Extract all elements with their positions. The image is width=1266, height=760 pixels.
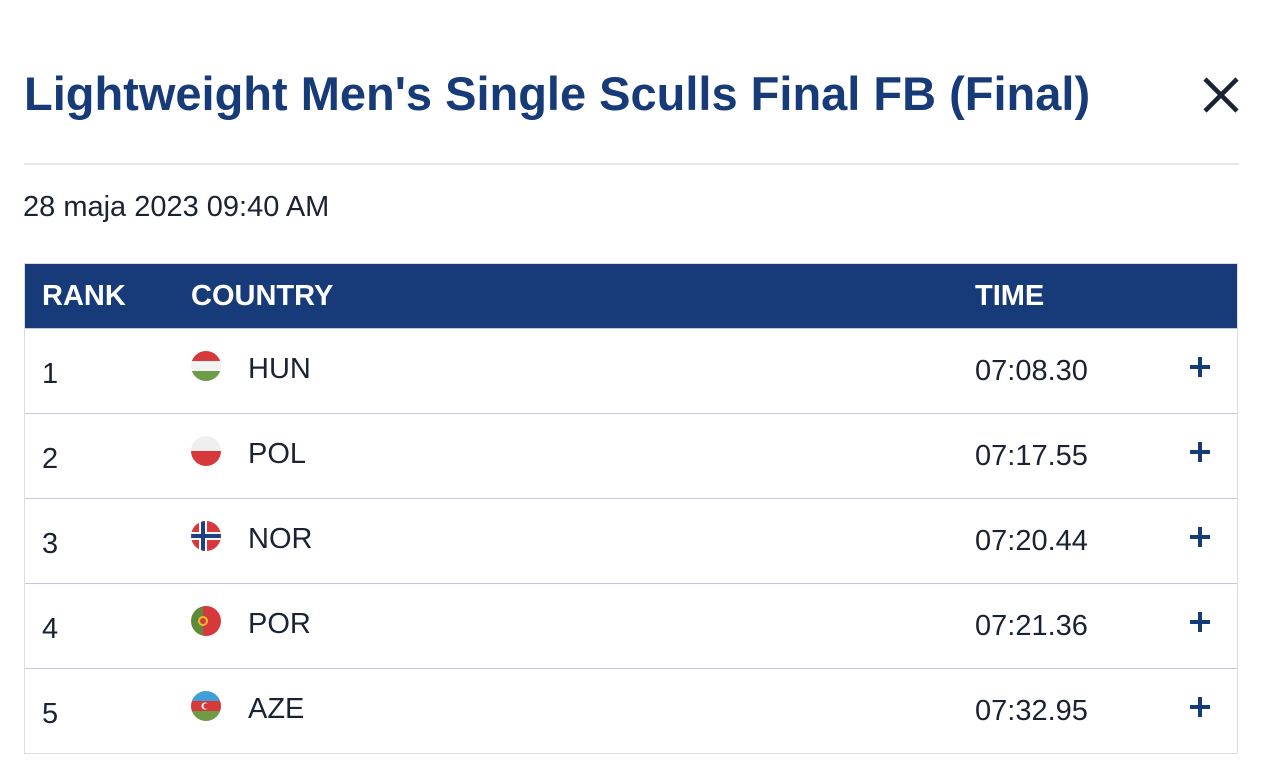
plus-icon bbox=[1190, 527, 1210, 547]
time-cell: 07:20.44 bbox=[975, 525, 1088, 557]
expand-button[interactable] bbox=[1188, 605, 1212, 632]
table-row[interactable]: 5 AZE 07:32.95 bbox=[25, 668, 1237, 753]
header-rank: RANK bbox=[42, 280, 126, 312]
time-cell: 07:21.36 bbox=[975, 610, 1088, 642]
norway-flag-icon bbox=[191, 521, 221, 551]
table-row[interactable]: 2 POL 07:17.55 bbox=[25, 413, 1237, 498]
country-cell: POR bbox=[248, 608, 311, 640]
rank-cell: 3 bbox=[42, 528, 59, 560]
header-country: COUNTRY bbox=[191, 280, 334, 312]
modal-title: Lightweight Men's Single Sculls Final FB… bbox=[24, 67, 1091, 120]
results-table: RANK COUNTRY TIME 1 HUN 07:08.30 2 bbox=[24, 263, 1238, 754]
plus-icon bbox=[1190, 697, 1210, 717]
rank-cell: 1 bbox=[42, 358, 59, 390]
close-icon bbox=[1203, 77, 1239, 113]
plus-icon bbox=[1190, 442, 1210, 462]
expand-button[interactable] bbox=[1188, 520, 1212, 547]
expand-button[interactable] bbox=[1188, 350, 1212, 377]
rank-cell: 5 bbox=[42, 698, 59, 730]
azerbaijan-flag-icon bbox=[191, 691, 221, 721]
race-date: 28 maja 2023 09:40 AM bbox=[23, 191, 330, 223]
time-cell: 07:08.30 bbox=[975, 355, 1088, 387]
close-button[interactable] bbox=[1200, 74, 1242, 116]
table-row[interactable]: 3 NOR 07:20.44 bbox=[25, 498, 1237, 583]
time-cell: 07:32.95 bbox=[975, 695, 1088, 727]
portugal-flag-icon bbox=[191, 606, 221, 636]
expand-button[interactable] bbox=[1188, 435, 1212, 462]
expand-button[interactable] bbox=[1188, 690, 1212, 717]
country-cell: HUN bbox=[248, 353, 311, 385]
table-row[interactable]: 4 POR 07:21.36 bbox=[25, 583, 1237, 668]
plus-icon bbox=[1190, 357, 1210, 377]
country-cell: AZE bbox=[248, 693, 305, 725]
rank-cell: 4 bbox=[42, 613, 59, 645]
country-cell: NOR bbox=[248, 523, 313, 555]
header-time: TIME bbox=[975, 280, 1045, 312]
time-cell: 07:17.55 bbox=[975, 440, 1088, 472]
plus-icon bbox=[1190, 612, 1210, 632]
poland-flag-icon bbox=[191, 436, 221, 466]
hungary-flag-icon bbox=[191, 351, 221, 381]
divider bbox=[24, 163, 1239, 165]
table-row[interactable]: 1 HUN 07:08.30 bbox=[25, 328, 1237, 413]
table-header: RANK COUNTRY TIME bbox=[25, 264, 1237, 328]
rank-cell: 2 bbox=[42, 443, 59, 475]
country-cell: POL bbox=[248, 438, 307, 470]
